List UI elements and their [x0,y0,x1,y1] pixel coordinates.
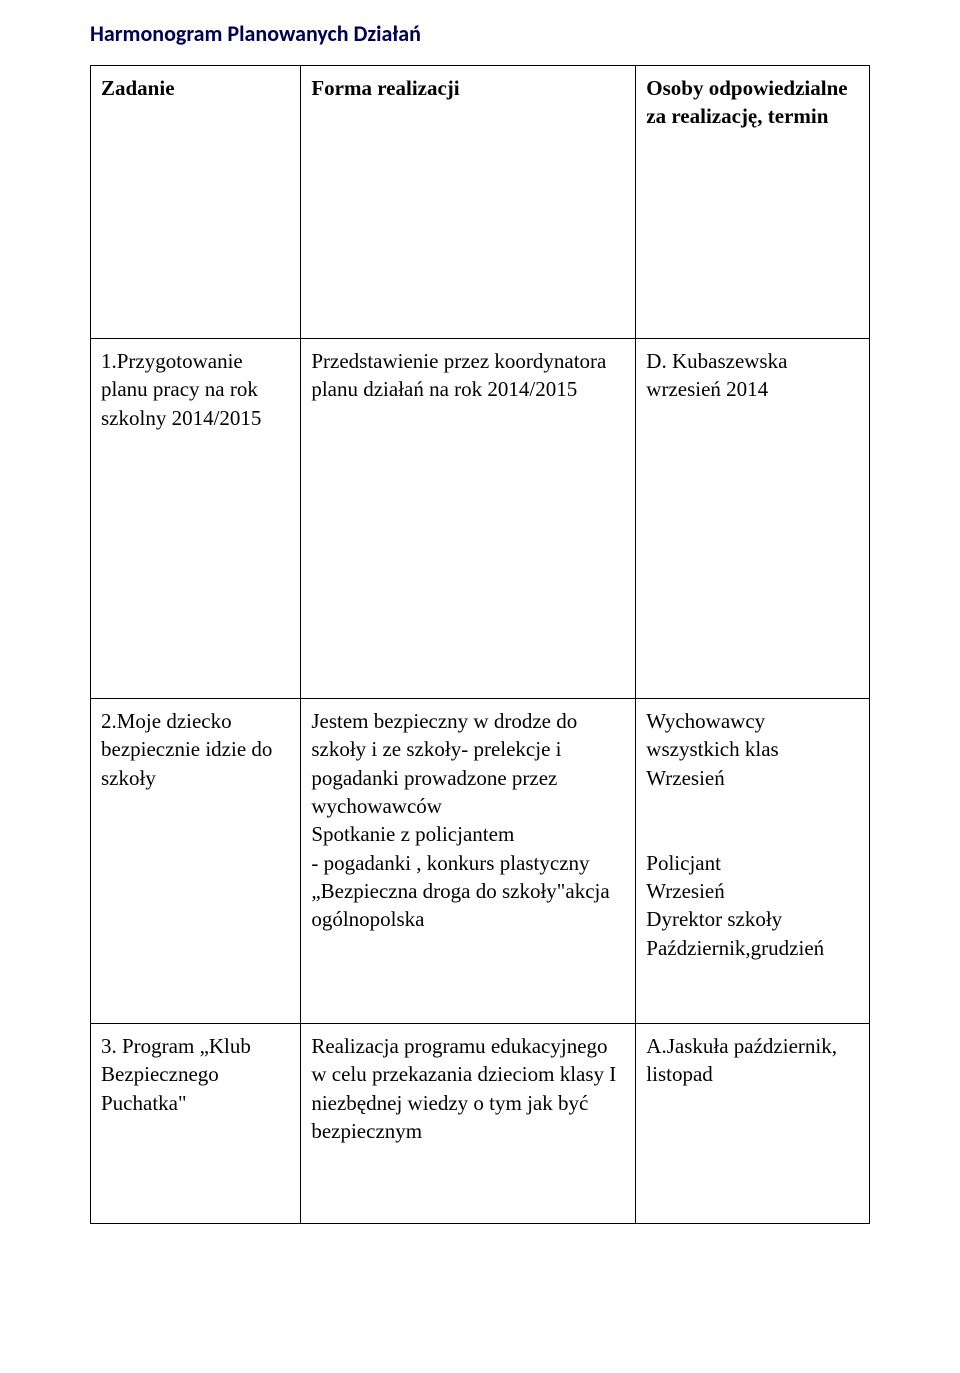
cell-task: 2.Moje dziecko bezpiecznie idzie do szko… [91,699,301,1024]
table-row: 3. Program „Klub Bezpiecznego Puchatka" … [91,1024,870,1224]
cell-form: Realizacja programu edukacyjnego w celu … [301,1024,636,1224]
table-row: 1.Przygotowanie planu pracy na rok szkol… [91,339,870,699]
cell-form: Jestem bezpieczny w drodze do szkoły i z… [301,699,636,1024]
table-header-row: Zadanie Forma realizacji Osoby odpowiedz… [91,66,870,339]
cell-persons: Wychowawcy wszystkich klas Wrzesień Poli… [636,699,870,1024]
header-col-persons: Osoby odpowiedzialne za realizację, term… [636,66,870,339]
schedule-table: Zadanie Forma realizacji Osoby odpowiedz… [90,65,870,1224]
cell-task: 1.Przygotowanie planu pracy na rok szkol… [91,339,301,699]
table-row: 2.Moje dziecko bezpiecznie idzie do szko… [91,699,870,1024]
cell-persons: D. Kubaszewska wrzesień 2014 [636,339,870,699]
header-col-task: Zadanie [91,66,301,339]
cell-persons: A.Jaskuła październik, listopad [636,1024,870,1224]
cell-form: Przedstawienie przez koordynatora planu … [301,339,636,699]
cell-task: 3. Program „Klub Bezpiecznego Puchatka" [91,1024,301,1224]
page-heading: Harmonogram Planowanych Działań [90,20,870,47]
header-col-form: Forma realizacji [301,66,636,339]
